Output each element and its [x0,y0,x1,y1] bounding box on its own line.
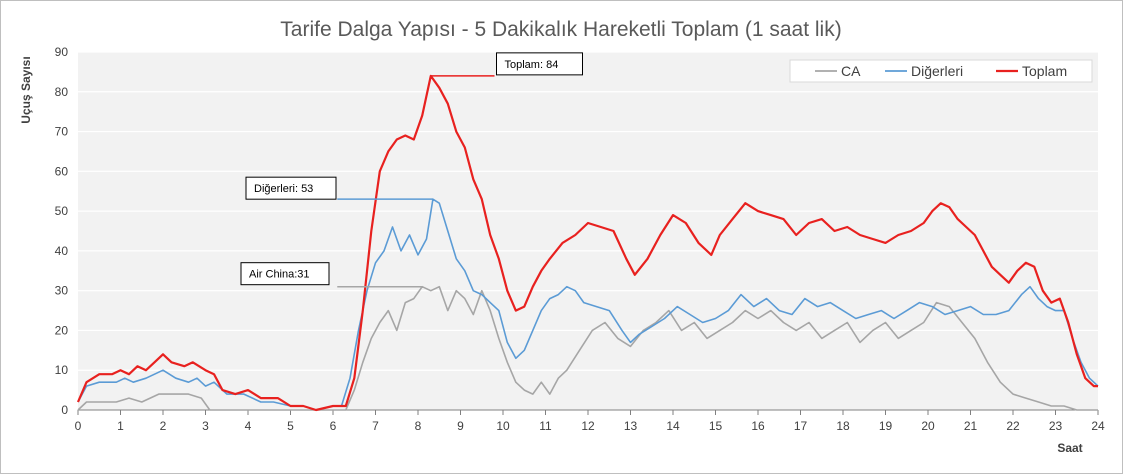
x-tick-label: 1 [117,419,124,433]
x-tick-label: 5 [287,419,294,433]
plot-area-background [78,52,1098,410]
x-tick-label: 13 [624,419,638,433]
y-tick-label: 70 [55,125,69,139]
callout-label-toplam: Toplam: 84 [505,59,559,71]
y-tick-label: 40 [55,244,69,258]
series-lines [76,74,1099,412]
callout-box-digerleri [245,176,337,200]
y-tick-label: 80 [55,85,69,99]
y-tick-label: 10 [55,363,69,377]
x-tick-label: 17 [794,419,808,433]
x-tick-label: 20 [921,419,935,433]
callout-label-air-china: Air China:31 [249,269,310,281]
series-line-toplam [76,74,1098,412]
x-tick-label: 4 [245,419,252,433]
x-tick-label: 24 [1091,419,1105,433]
callout-box-toplam [496,52,583,76]
legend-box [789,59,1093,83]
callouts: Toplam: 84 Diğerleri: 53 Air China:31 [240,52,583,288]
x-tick-label: 21 [964,419,978,433]
x-tick-label: 19 [879,419,893,433]
x-tick-label: 3 [202,419,209,433]
x-tick-label: 10 [496,419,510,433]
chart-title: Tarife Dalga Yapısı - 5 Dakikalık Hareke… [280,18,841,41]
x-tick-label: 0 [75,419,82,433]
y-tick-label: 60 [55,164,69,178]
x-tick-label: 22 [1006,419,1020,433]
y-axis-label: Uçuş Sayısı [19,56,33,123]
legend-label-di-erleri: Diğerleri [911,63,963,79]
x-tick-label: 18 [836,419,850,433]
legend: CA Diğerleri Toplam [789,59,1093,83]
x-tick-label: 9 [457,419,464,433]
x-tick-label: 7 [372,419,379,433]
x-tick-label: 8 [415,419,422,433]
y-tick-label: 20 [55,323,69,337]
series-line-di-erleri [77,198,1099,411]
legend-label-toplam: Toplam [1022,63,1067,79]
x-axis-label: Saat [1057,441,1082,455]
x-tick-label: 2 [160,419,167,433]
callout-label-digerleri: Diğerleri: 53 [254,183,313,195]
y-tick-label: 30 [55,284,69,298]
legend-label-ca: CA [841,63,861,79]
series-line-ca [77,285,1098,411]
y-tick-label: 0 [61,403,68,417]
x-tick-label: 12 [581,419,595,433]
x-tick-label: 23 [1049,419,1063,433]
x-tick-label: 11 [539,419,552,433]
x-tick-label: 14 [666,419,680,433]
y-tick-label: 50 [55,204,69,218]
callout-box-air-china [240,262,330,286]
x-tick-label: 16 [751,419,765,433]
y-tick-label: 90 [55,45,69,59]
x-tick-label: 6 [330,419,337,433]
x-tick-label: 15 [709,419,723,433]
